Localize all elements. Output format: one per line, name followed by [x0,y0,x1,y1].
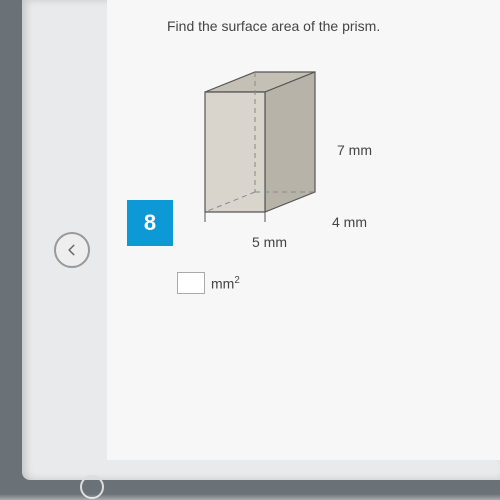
dimension-depth: 5 mm [252,234,287,250]
prism-front-face [205,92,265,212]
question-prompt: Find the surface area of the prism. [167,18,380,34]
tablet-screen: Find the surface area of the prism. 7 mm… [22,0,500,480]
question-number-badge: 8 [127,200,173,246]
prism-side-face [265,72,315,212]
unit-sup: 2 [234,275,239,286]
dimension-width: 4 mm [332,214,367,230]
unit-base: mm [211,275,234,291]
answer-input[interactable] [177,272,205,294]
dimension-height: 7 mm [337,142,372,158]
back-button[interactable] [54,232,90,268]
arrow-left-icon [65,243,79,257]
bezel-highlight [0,494,500,500]
answer-unit: mm2 [211,275,240,292]
content-panel: Find the surface area of the prism. 7 mm… [107,0,500,460]
answer-row: mm2 [177,272,240,294]
prism-figure: 7 mm 4 mm 5 mm [177,62,397,242]
